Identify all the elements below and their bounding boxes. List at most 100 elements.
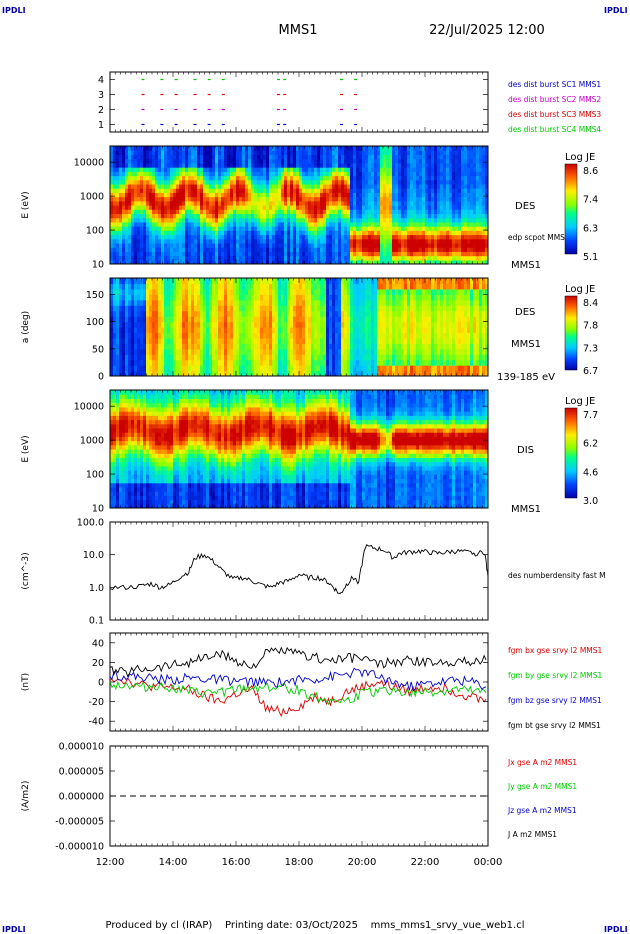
heatmap-cell — [263, 221, 267, 227]
heatmap-cell — [329, 283, 333, 290]
heatmap-cell — [290, 238, 294, 244]
heatmap-cell — [125, 196, 129, 202]
heatmap-cell — [329, 213, 333, 219]
heatmap-cell — [119, 294, 123, 301]
heatmap-cell — [476, 234, 480, 240]
heatmap-cell — [422, 209, 426, 215]
heatmap-cell — [230, 337, 234, 344]
heatmap-cell — [134, 230, 138, 236]
heatmap-cell — [140, 238, 144, 244]
heatmap-cell — [245, 213, 249, 219]
heatmap-cell — [182, 238, 186, 244]
heatmap-cell — [137, 294, 141, 301]
heatmap-cell — [314, 283, 318, 290]
heatmap-cell — [395, 234, 399, 240]
heatmap-cell — [275, 294, 279, 301]
heatmap-cell — [248, 305, 252, 312]
heatmap-cell — [296, 226, 300, 231]
heatmap-cell — [164, 332, 168, 339]
heatmap-cell — [254, 213, 258, 219]
heatmap-cell — [461, 162, 465, 168]
heatmap-cell — [266, 332, 270, 339]
heatmap-cell — [371, 167, 375, 172]
heatmap-cell — [269, 288, 273, 295]
heatmap-cell — [233, 200, 237, 206]
heatmap-cell — [335, 321, 339, 328]
heatmap-cell — [446, 221, 450, 227]
heatmap-cell — [452, 188, 456, 193]
heatmap-cell — [185, 226, 189, 231]
heatmap-cell — [314, 162, 318, 168]
heatmap-cell — [320, 259, 324, 264]
heatmap-cell — [311, 183, 315, 189]
heatmap-cell — [203, 370, 207, 376]
heatmap-cell — [317, 205, 321, 210]
heatmap-cell — [152, 288, 156, 295]
heatmap-cell — [374, 192, 378, 198]
heatmap-cell — [143, 179, 147, 185]
heatmap-cell — [245, 288, 249, 295]
heatmap-cell — [302, 316, 306, 323]
heatmap-cell — [275, 221, 279, 227]
heatmap-cell — [224, 205, 228, 210]
heatmap-cell — [236, 171, 240, 177]
heatmap-cell — [125, 150, 129, 156]
heatmap-cell — [113, 247, 117, 252]
heatmap-cell — [173, 354, 177, 361]
heatmap-cell — [188, 294, 192, 301]
heatmap-cell — [464, 255, 468, 261]
heatmap-cell — [371, 226, 375, 231]
heatmap-cell — [410, 183, 414, 189]
heatmap-cell — [305, 348, 309, 355]
heatmap-cell — [125, 154, 129, 160]
heatmap-cell — [203, 321, 207, 328]
heatmap-cell — [332, 213, 336, 219]
heatmap-cell — [464, 167, 468, 172]
heatmap-cell — [191, 321, 195, 328]
heatmap-cell — [161, 337, 165, 344]
heatmap-cell — [242, 294, 246, 301]
heatmap-cell — [137, 209, 141, 215]
heatmap-cell — [167, 283, 171, 290]
heatmap-cell — [224, 158, 228, 164]
heatmap-cell — [365, 146, 369, 151]
heatmap-cell — [479, 234, 483, 240]
heatmap-cell — [299, 154, 303, 160]
heatmap-cell — [476, 221, 480, 227]
heatmap-cell — [365, 226, 369, 231]
heatmap-cell — [206, 192, 210, 198]
heatmap-cell — [485, 183, 488, 189]
heatmap-cell — [200, 242, 204, 248]
heatmap-cell — [233, 146, 237, 151]
heatmap-cell — [434, 230, 438, 236]
heatmap-cell — [197, 146, 201, 151]
heatmap-cell — [188, 200, 192, 206]
heatmap-cell — [164, 247, 168, 252]
heatmap-cell — [341, 348, 345, 355]
heatmap-cell — [191, 242, 195, 248]
heatmap-cell — [296, 294, 300, 301]
heatmap-cell — [197, 299, 201, 306]
heatmap-cell — [218, 183, 222, 189]
heatmap-cell — [206, 179, 210, 185]
heatmap-cell — [287, 299, 291, 306]
heatmap-cell — [188, 217, 192, 223]
heatmap-cell — [134, 251, 138, 257]
heatmap-cell — [347, 221, 351, 227]
heatmap-cell — [308, 230, 312, 236]
heatmap-cell — [404, 200, 408, 206]
heatmap-cell — [290, 209, 294, 215]
heatmap-cell — [383, 217, 387, 223]
heatmap-cell — [200, 251, 204, 257]
heatmap-cell — [479, 217, 483, 223]
heatmap-cell — [212, 146, 216, 151]
heatmap-cell — [245, 255, 249, 261]
heatmap-cell — [203, 255, 207, 261]
heatmap-cell — [272, 234, 276, 240]
heatmap-cell — [317, 234, 321, 240]
heatmap-cell — [407, 205, 411, 210]
heatmap-cell — [377, 188, 381, 193]
heatmap-cell — [224, 179, 228, 185]
heatmap-cell — [122, 305, 126, 312]
heatmap-cell — [320, 196, 324, 202]
